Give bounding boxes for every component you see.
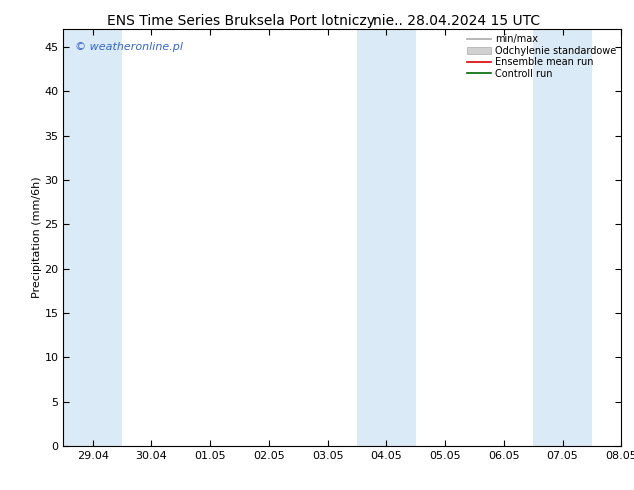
Text: © weatheronline.pl: © weatheronline.pl [75, 42, 183, 52]
Legend: min/max, Odchylenie standardowe, Ensemble mean run, Controll run: min/max, Odchylenie standardowe, Ensembl… [464, 31, 619, 81]
Text: nie.. 28.04.2024 15 UTC: nie.. 28.04.2024 15 UTC [373, 14, 540, 28]
Bar [63, 29, 122, 446]
Bar [357, 29, 416, 446]
Bar [533, 29, 592, 446]
Text: ENS Time Series Bruksela Port lotniczy: ENS Time Series Bruksela Port lotniczy [107, 14, 375, 28]
Y-axis label: Precipitation (mm/6h): Precipitation (mm/6h) [32, 177, 42, 298]
